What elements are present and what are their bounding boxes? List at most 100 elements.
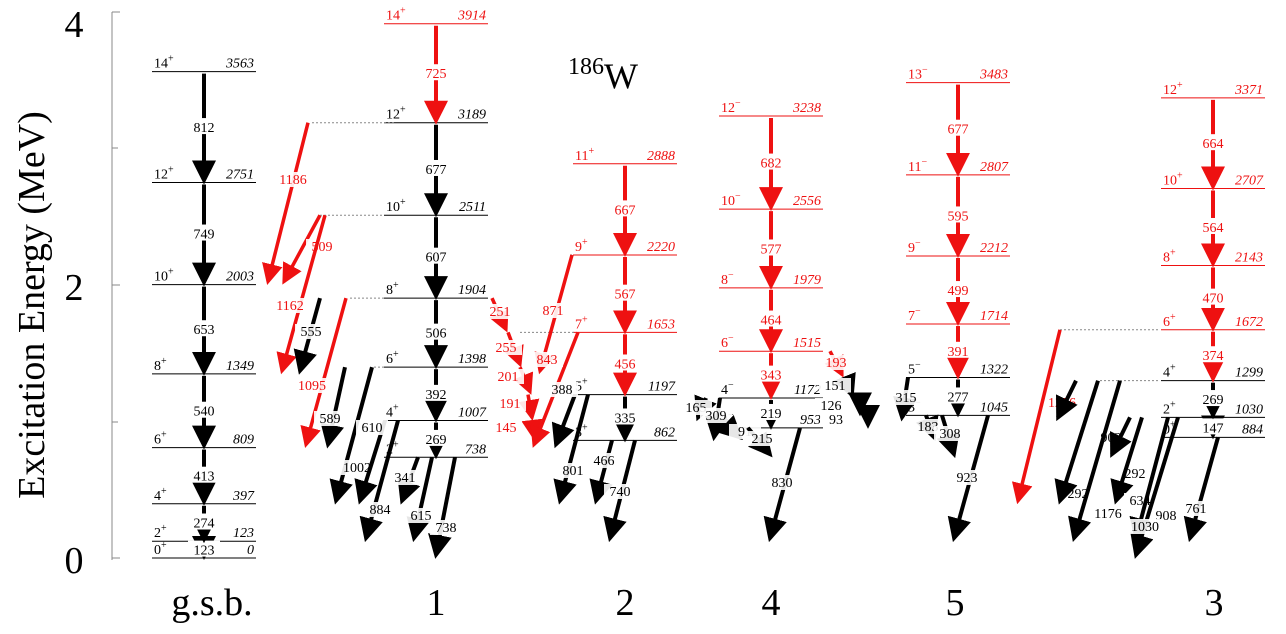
- interband-arrow: [1183, 436, 1220, 543]
- transition-label-bg: [420, 323, 452, 340]
- level-spin: 6+: [386, 349, 399, 367]
- level-spin: 12+: [154, 164, 174, 182]
- level-energy: 1714: [980, 309, 1008, 324]
- level-energy: 3189: [457, 108, 486, 123]
- interband-arrow: [1109, 416, 1132, 458]
- interband-label-bg: [295, 324, 327, 339]
- interband-label-bg: [277, 172, 309, 187]
- interband-label: 1186: [279, 173, 306, 188]
- interband-label-bg: [820, 355, 852, 370]
- interband-label-bg: [819, 378, 851, 393]
- transition-label-bg: [188, 513, 220, 530]
- level-spin: 12+: [386, 105, 406, 123]
- interband-label: 388: [552, 383, 573, 398]
- transition-label: 677: [426, 163, 447, 178]
- interband-label-bg: [557, 463, 589, 478]
- level-spin: 11+: [575, 146, 594, 164]
- transition-label: 464: [761, 314, 782, 329]
- interband-arrow: [518, 394, 540, 421]
- transition-label-bg: [755, 239, 787, 256]
- level-spin: 13−: [908, 65, 928, 83]
- interband-label: 215: [752, 432, 773, 447]
- interband-label: 830: [772, 476, 793, 491]
- transition-label-bg: [1197, 288, 1229, 305]
- interband-label: 884: [370, 503, 391, 518]
- transition-label: 413: [194, 470, 215, 485]
- transition-label: 653: [194, 323, 215, 338]
- transition-label-bg: [188, 466, 220, 483]
- level-energy: 2511: [459, 200, 486, 215]
- interband-label-bg: [1129, 519, 1161, 534]
- level-energy: 1172: [794, 383, 821, 398]
- band-label-gsb: g.s.b.: [171, 582, 252, 624]
- interband-layer: 1186509116210955555891002610884341615738…: [262, 122, 1220, 559]
- interband-label-bg: [356, 420, 388, 435]
- interband-label: 183: [918, 420, 939, 435]
- interband-label-bg: [430, 520, 462, 535]
- interband-label-bg: [766, 475, 798, 490]
- levels-layer: 0+ 0 2+ 123 4+ 397 6+ 809 8+ 1349 10+ 2003 12+ 2751 14…: [152, 6, 1265, 559]
- interband-arrow: [359, 420, 400, 543]
- level-energy: 1904: [458, 283, 486, 298]
- transition-label-bg: [609, 200, 641, 217]
- interband-label: 1095: [298, 379, 326, 394]
- interband-arrow: [1055, 379, 1078, 422]
- level-spin: 7−: [908, 306, 921, 324]
- transition-label-bg: [942, 387, 974, 404]
- interband-label-bg: [531, 352, 563, 367]
- level-spin: 4+: [1163, 363, 1176, 381]
- level-spin: 8+: [154, 356, 167, 374]
- transition-label: 499: [948, 284, 969, 299]
- interband-label-bg: [341, 460, 373, 475]
- interband-arrow: [551, 393, 577, 449]
- interband-arrow: [262, 122, 310, 285]
- transition-label-bg: [188, 118, 220, 135]
- nucleus-title: 186W: [568, 54, 638, 96]
- transition-label: 470: [1203, 292, 1224, 307]
- transition-label: 269: [1203, 393, 1224, 408]
- transition-label-bg: [188, 401, 220, 418]
- level-energy: 0: [247, 543, 254, 558]
- transition-label-bg: [188, 320, 220, 337]
- level-energy: 397: [232, 489, 255, 504]
- level-energy: 1653: [647, 317, 675, 332]
- interband-label: 145: [496, 421, 517, 436]
- level-energy: 1045: [980, 400, 1008, 415]
- transition-label: 564: [1203, 221, 1224, 236]
- level-spin: 10−: [721, 191, 741, 209]
- transition-label: 274: [194, 517, 215, 532]
- level-energy: 1398: [458, 352, 486, 367]
- interband-label: 193: [826, 356, 847, 371]
- interband-label-bg: [494, 396, 526, 411]
- interband-arrow: [1110, 416, 1144, 505]
- transition-label: 269: [426, 433, 447, 448]
- interband-label-bg: [314, 411, 346, 426]
- level-spin: 9+: [575, 237, 588, 255]
- transition-label-bg: [755, 403, 787, 420]
- interband-arrow: [1054, 380, 1100, 505]
- interband-label-bg: [820, 412, 852, 427]
- level-spin: 8+: [386, 280, 399, 298]
- level-energy: 2220: [647, 240, 675, 255]
- interband-label: 251: [490, 305, 511, 320]
- interband-label-bg: [1180, 501, 1212, 516]
- interband-arrow: [1068, 380, 1122, 543]
- level-spin: 9−: [908, 238, 921, 256]
- interband-label: 93: [829, 413, 843, 428]
- transition-label: 540: [194, 405, 215, 420]
- level-spin: 0+: [154, 540, 167, 558]
- transition-label: 749: [194, 228, 215, 243]
- interband-arrow: [276, 214, 327, 375]
- interband-label: 309: [706, 409, 727, 424]
- transition-label-bg: [609, 284, 641, 301]
- interband-arrow: [300, 297, 348, 448]
- band-label-3: 3: [1205, 582, 1224, 624]
- interband-label: 201: [498, 370, 519, 385]
- transitions-layer: 123 274 413 540 653 749 812 269 392 506 607 677 725 3…: [188, 25, 1229, 560]
- interband-label-bg: [296, 378, 328, 393]
- level-energy: 1672: [1235, 315, 1263, 330]
- transition-label: 682: [761, 157, 782, 172]
- transition-label: 374: [1203, 349, 1224, 364]
